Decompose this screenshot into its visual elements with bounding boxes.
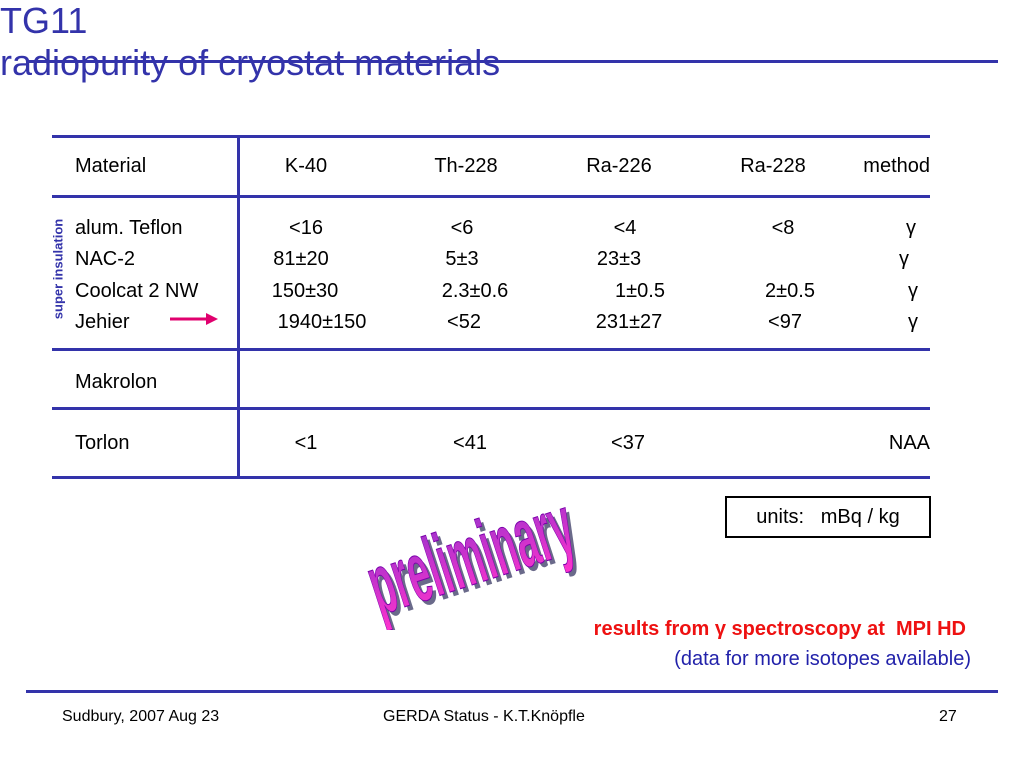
cell-material: Coolcat 2 NW: [75, 280, 199, 302]
cell-material: alum. Teflon: [75, 217, 183, 239]
cell-ra228: <8: [771, 217, 795, 239]
cell-k40: <16: [289, 217, 323, 239]
cell-k40: 150±30: [271, 280, 339, 302]
slide-title-right: radiopurity of cryostat materials: [0, 42, 501, 83]
slide-title-left: TG11: [0, 0, 88, 41]
results-note: results from γ spectroscopy at MPI HD: [594, 618, 966, 641]
cell-method: γ: [908, 311, 918, 333]
header-material: Material: [75, 155, 147, 177]
page-number: 27: [939, 708, 957, 725]
footer-divider: [26, 690, 998, 693]
cell-ra226: 23±3: [596, 248, 642, 270]
table-rule-makrolon: [52, 407, 930, 410]
more-isotopes-note: (data for more isotopes available): [674, 648, 971, 670]
group-label-super-insulation: super insulation: [50, 218, 66, 320]
cell-ra226: 231±27: [595, 311, 663, 333]
cell-th228: <52: [447, 311, 481, 333]
preliminary-stamp: preliminary preliminary: [340, 478, 605, 638]
cell-ra226: <4: [613, 217, 637, 239]
units-box: units: mBq / kg: [725, 496, 931, 538]
cell-th228: 5±3: [445, 248, 479, 270]
cell-th228: <41: [453, 432, 487, 454]
cell-material: Torlon: [75, 432, 130, 454]
table-rule-bottom: [52, 476, 930, 479]
cell-ra228: 2±0.5: [765, 280, 815, 302]
footer-center: GERDA Status - K.T.Knöpfle: [383, 708, 585, 725]
table-column-divider: [237, 135, 240, 478]
table-rule-group: [52, 348, 930, 351]
cell-method: γ: [908, 280, 918, 302]
footer-date: Sudbury, 2007 Aug 23: [62, 708, 220, 725]
cell-k40: <1: [294, 432, 318, 454]
header-ra228: Ra-228: [740, 155, 806, 177]
cell-th228: 2.3±0.6: [441, 280, 509, 302]
table-rule-top: [52, 135, 930, 138]
cell-th228: <6: [450, 217, 474, 239]
cell-method: NAA: [888, 432, 930, 454]
cell-material: Jehier: [75, 311, 130, 333]
cell-material: Makrolon: [75, 371, 158, 393]
header-k40: K-40: [284, 155, 328, 177]
cell-k40: 1940±150: [277, 311, 367, 333]
title-divider: [26, 60, 998, 63]
cell-method: γ: [899, 248, 909, 270]
cell-ra226: <37: [611, 432, 645, 454]
arrow-right-icon: [170, 313, 218, 325]
cell-method: γ: [906, 217, 916, 239]
cell-material: NAC-2: [75, 248, 136, 270]
cell-k40: 81±20: [273, 248, 329, 270]
results-text: results from γ spectroscopy at: [593, 618, 896, 640]
cell-ra226: 1±0.5: [615, 280, 665, 302]
cell-ra228: <97: [768, 311, 802, 333]
lab-name: MPI HD: [896, 618, 966, 640]
table-rule-header: [52, 195, 930, 198]
header-method: method: [863, 155, 930, 177]
header-th228: Th-228: [434, 155, 498, 177]
header-ra226: Ra-226: [586, 155, 652, 177]
